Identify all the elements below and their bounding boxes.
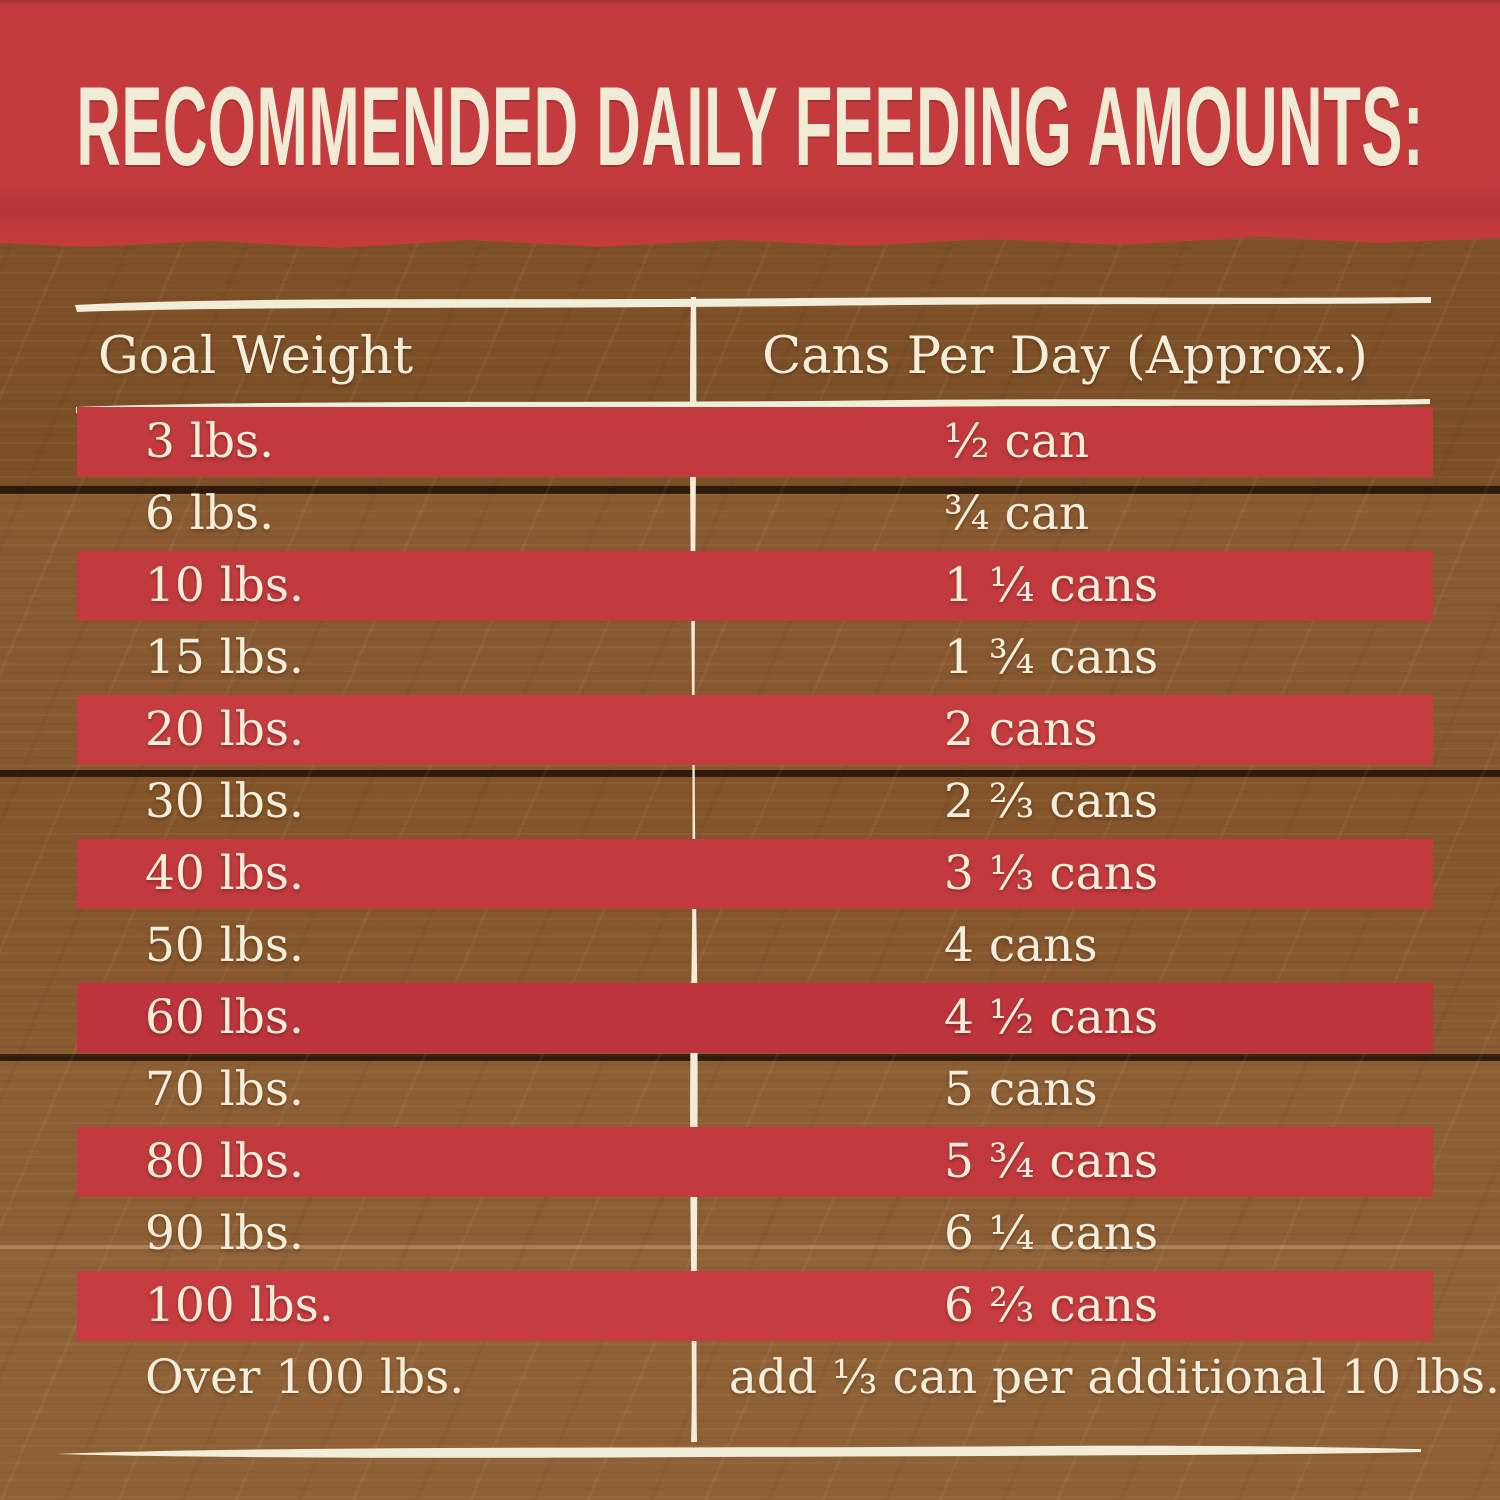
cans-per-day-value: 3 ⅓ cans bbox=[944, 846, 1159, 901]
cans-per-day-value: 6 ¼ cans bbox=[944, 1206, 1159, 1261]
cans-per-day-header: Cans Per Day (Approx.) bbox=[762, 327, 1368, 386]
cans-per-day-value: 1 ¾ cans bbox=[944, 630, 1159, 685]
title-banner: RECOMMENDED DAILY FEEDING AMOUNTS: bbox=[0, 0, 1500, 248]
cans-per-day-value: add ⅓ can per additional 10 lbs. bbox=[728, 1350, 1500, 1405]
table-row: 40 lbs. 3 ⅓ cans bbox=[0, 838, 1500, 910]
cans-per-day-value: 4 ½ cans bbox=[944, 990, 1159, 1045]
cans-per-day-value: 5 ¾ cans bbox=[944, 1134, 1159, 1189]
table-row: 6 lbs. ¾ can bbox=[0, 478, 1500, 550]
table-header-row: Goal Weight Cans Per Day (Approx.) bbox=[0, 308, 1500, 406]
goal-weight-value: 70 lbs. bbox=[145, 1062, 304, 1117]
cans-per-day-value: 2 cans bbox=[944, 702, 1098, 757]
table-row: 70 lbs. 5 cans bbox=[0, 1054, 1500, 1126]
goal-weight-value: 30 lbs. bbox=[145, 774, 304, 829]
goal-weight-value: 60 lbs. bbox=[145, 990, 304, 1045]
table-row: 100 lbs. 6 ⅔ cans bbox=[0, 1270, 1500, 1342]
table-row: Over 100 lbs. add ⅓ can per additional 1… bbox=[0, 1342, 1500, 1414]
table-row: 60 lbs. 4 ½ cans bbox=[0, 982, 1500, 1054]
cans-per-day-value: 5 cans bbox=[944, 1062, 1098, 1117]
goal-weight-value: 6 lbs. bbox=[145, 486, 275, 541]
cans-per-day-value: 1 ¼ cans bbox=[944, 558, 1159, 613]
goal-weight-value: 40 lbs. bbox=[145, 846, 304, 901]
goal-weight-value: 10 lbs. bbox=[145, 558, 304, 613]
cans-per-day-value: ¾ can bbox=[944, 486, 1090, 541]
table-row: 50 lbs. 4 cans bbox=[0, 910, 1500, 982]
feeding-table: 3 lbs. ½ can 6 lbs. ¾ can 10 lbs. 1 ¼ ca… bbox=[0, 406, 1500, 1414]
table-row: 30 lbs. 2 ⅔ cans bbox=[0, 766, 1500, 838]
goal-weight-value: 3 lbs. bbox=[145, 414, 275, 469]
cans-per-day-value: 2 ⅔ cans bbox=[944, 774, 1159, 829]
goal-weight-value: 20 lbs. bbox=[145, 702, 304, 757]
goal-weight-value: 100 lbs. bbox=[145, 1278, 334, 1333]
table-row: 80 lbs. 5 ¾ cans bbox=[0, 1126, 1500, 1198]
goal-weight-value: 50 lbs. bbox=[145, 918, 304, 973]
bottom-rule-line bbox=[56, 1445, 1421, 1458]
goal-weight-value: Over 100 lbs. bbox=[145, 1350, 465, 1405]
goal-weight-value: 80 lbs. bbox=[145, 1134, 304, 1189]
goal-weight-value: 90 lbs. bbox=[145, 1206, 304, 1261]
cans-per-day-value: 4 cans bbox=[944, 918, 1098, 973]
page-title: RECOMMENDED DAILY FEEDING AMOUNTS: bbox=[76, 63, 1424, 189]
table-row: 15 lbs. 1 ¾ cans bbox=[0, 622, 1500, 694]
table-row: 20 lbs. 2 cans bbox=[0, 694, 1500, 766]
goal-weight-header: Goal Weight bbox=[98, 327, 414, 386]
cans-per-day-value: 6 ⅔ cans bbox=[944, 1278, 1159, 1333]
table-row: 90 lbs. 6 ¼ cans bbox=[0, 1198, 1500, 1270]
table-row: 10 lbs. 1 ¼ cans bbox=[0, 550, 1500, 622]
goal-weight-value: 15 lbs. bbox=[145, 630, 304, 685]
cans-per-day-value: ½ can bbox=[944, 414, 1090, 469]
table-row: 3 lbs. ½ can bbox=[0, 406, 1500, 478]
